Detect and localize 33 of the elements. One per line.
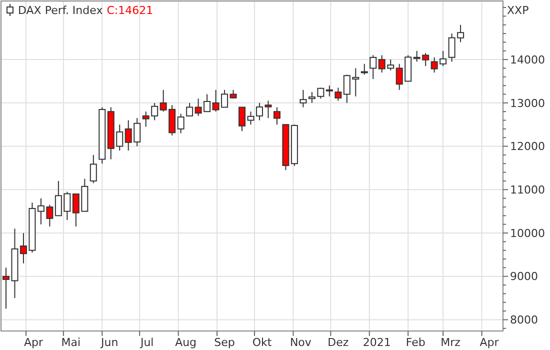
y-tick-label: 8000 — [510, 314, 538, 327]
x-tick-label: Feb — [406, 336, 426, 349]
x-tick-label: Okt — [252, 336, 272, 349]
candlestick — [273, 106, 280, 126]
candlestick — [360, 63, 368, 76]
annotation: C:14621 — [106, 4, 154, 17]
candlestick — [370, 54, 377, 80]
x-tick-label: Mai — [61, 336, 81, 349]
y-tick-label: 12000 — [510, 140, 545, 154]
x-tick-label: 2021 — [362, 336, 391, 349]
x-tick-label: Apr — [24, 336, 44, 349]
y-tick-label: 13000 — [510, 96, 545, 110]
x-tick-label: Aug — [175, 336, 197, 349]
chart-title: DAX Perf. Index — [18, 4, 104, 17]
y-tick-label: 11000 — [510, 183, 545, 196]
y-tick-label: 14000 — [510, 53, 545, 66]
y-tick-label: 9000 — [510, 270, 538, 284]
x-tick-label: Nov — [290, 336, 312, 349]
candlestick — [300, 89, 307, 108]
candlestick — [177, 113, 184, 134]
y-axis-title: XXP — [507, 4, 530, 17]
x-tick-label: Apr — [480, 336, 500, 349]
x-tick-label: Mrz — [440, 336, 461, 349]
candlestick — [186, 102, 194, 116]
y-tick-label: 10000 — [510, 226, 545, 240]
candlestick — [326, 85, 333, 97]
candlestick — [238, 106, 246, 132]
x-tick-label: Sep — [214, 336, 235, 349]
x-tick-label: Dez — [328, 336, 349, 349]
candlestick — [90, 154, 97, 184]
x-tick-label: Jun — [100, 336, 118, 349]
x-tick-label: Jul — [139, 336, 154, 349]
candlestick — [334, 87, 342, 102]
